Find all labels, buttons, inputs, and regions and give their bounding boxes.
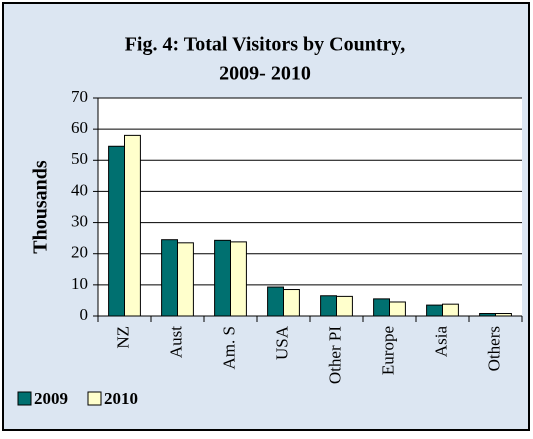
legend-swatch [17, 391, 32, 406]
bar [320, 295, 338, 317]
x-tick-label: Aust [166, 326, 185, 358]
bar [267, 286, 285, 317]
y-tick-label: 30 [71, 211, 88, 230]
x-tick-label: NZ [113, 326, 132, 349]
x-tick-label: Europe [378, 326, 397, 375]
y-tick-label: 50 [71, 149, 88, 168]
y-tick-label: 10 [71, 274, 88, 293]
y-axis-label: Thousands [30, 160, 52, 254]
bar [442, 303, 459, 317]
bar [426, 304, 444, 317]
x-tick-label: Other PI [325, 326, 344, 384]
bar [177, 242, 194, 317]
y-tick-label: 70 [71, 87, 88, 106]
bar [373, 298, 391, 317]
x-tick-label: USA [272, 325, 291, 360]
bar [124, 134, 141, 317]
x-tick-label: Others [484, 326, 503, 371]
bar [214, 239, 232, 317]
bar [161, 239, 179, 317]
y-tick-label: 0 [80, 305, 89, 324]
legend-label: 2009 [34, 389, 68, 408]
chart-title: Fig. 4: Total Visitors by Country, [125, 34, 406, 56]
bar [479, 313, 497, 317]
bar [336, 295, 353, 317]
y-tick-label: 60 [71, 118, 88, 137]
bar [230, 241, 247, 317]
x-tick-label: Am. S [219, 326, 238, 369]
y-tick-label: 40 [71, 180, 88, 199]
bar [283, 289, 300, 317]
bar [495, 313, 512, 317]
x-tick-label: Asia [431, 326, 450, 358]
y-tick-label: 20 [71, 243, 88, 262]
bar [108, 145, 125, 317]
legend-swatch [87, 391, 102, 406]
legend-label: 2010 [104, 389, 138, 408]
bar [389, 301, 406, 317]
chart-title: 2009- 2010 [219, 63, 311, 85]
